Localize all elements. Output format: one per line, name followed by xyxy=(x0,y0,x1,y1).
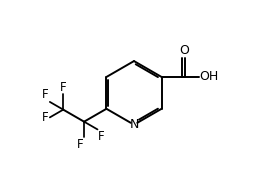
Text: F: F xyxy=(42,111,49,124)
Text: F: F xyxy=(60,81,66,94)
Text: F: F xyxy=(42,88,49,101)
Text: F: F xyxy=(98,130,105,143)
Text: F: F xyxy=(76,138,83,151)
Text: OH: OH xyxy=(199,71,218,83)
Text: O: O xyxy=(179,44,189,57)
Text: N: N xyxy=(129,118,139,131)
